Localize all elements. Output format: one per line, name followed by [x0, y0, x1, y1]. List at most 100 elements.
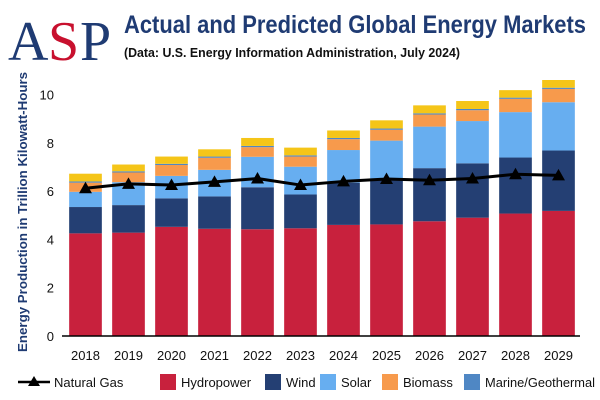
x-tick-label: 2023: [286, 348, 315, 363]
y-tick-label: 2: [47, 281, 54, 296]
natural-gas-point-2019: [122, 177, 135, 189]
natural-gas-point-2018: [79, 181, 92, 194]
natural-gas-point-2022: [251, 172, 264, 184]
bar-hydropower-2029: [542, 210, 575, 336]
bar-marine-geothermal-2019: [112, 171, 145, 173]
natural-gas-point-2020: [165, 178, 178, 191]
asp-logo: A S P: [8, 11, 111, 73]
bar-top-2022: [241, 137, 274, 146]
y-tick-labels: 0 2 4 6 8 10: [40, 87, 54, 344]
bar-solar-2029: [542, 102, 575, 151]
y-tick-label: 10: [40, 87, 54, 102]
bar-biomass-2024: [327, 139, 360, 151]
bar-hydropower-2027: [456, 217, 489, 336]
y-tick-label: 8: [47, 136, 54, 151]
bar-hydropower-2024: [327, 224, 360, 336]
bar-hydropower-2019: [112, 232, 145, 336]
bar-hydropower-2018: [69, 233, 102, 336]
legend-label-marine-geothermal: Marine/Geothermal: [485, 375, 595, 390]
bar-biomass-2023: [284, 156, 317, 167]
bar-marine-geothermal-2023: [284, 155, 317, 157]
natural-gas-point-2029: [552, 168, 565, 181]
bar-marine-geothermal-2028: [499, 97, 532, 99]
bar-wind-2027: [456, 163, 489, 218]
x-tick-label: 2025: [372, 348, 401, 363]
x-tick-label: 2024: [329, 348, 358, 363]
bar-marine-geothermal-2021: [198, 156, 231, 158]
bar-wind-2023: [284, 194, 317, 229]
legend-swatch-wind: [265, 374, 281, 390]
logo-letter-s: S: [48, 11, 79, 73]
bar-biomass-2027: [456, 110, 489, 122]
bar-marine-geothermal-2020: [155, 163, 188, 166]
natural-gas-point-2024: [337, 174, 350, 187]
y-tick-label: 6: [47, 184, 54, 199]
legend-label-biomass: Biomass: [403, 375, 453, 390]
bars: [69, 80, 575, 336]
legend-item-biomass: Biomass: [382, 374, 453, 390]
bar-marine-geothermal-2029: [542, 87, 575, 89]
triangle-marker-icon: [28, 376, 40, 386]
bar-wind-2029: [542, 150, 575, 211]
natural-gas-line: [79, 167, 565, 194]
bar-marine-geothermal-2022: [241, 145, 274, 148]
x-tick-label: 2026: [415, 348, 444, 363]
natural-gas-series-line: [85, 172, 559, 190]
legend-label-natural-gas: Natural Gas: [54, 375, 124, 390]
x-tick-label: 2019: [114, 348, 143, 363]
bar-wind-2024: [327, 182, 360, 225]
bar-wind-2018: [69, 207, 102, 234]
natural-gas-point-2027: [466, 172, 479, 184]
bar-biomass-2026: [413, 114, 446, 127]
bar-top-2019: [112, 164, 145, 172]
bar-wind-2022: [241, 187, 274, 230]
bar-hydropower-2020: [155, 226, 188, 336]
bar-top-2023: [284, 147, 317, 156]
legend-label-solar: Solar: [341, 375, 372, 390]
legend-swatch-marine-geothermal: [464, 374, 480, 390]
bar-top-2018: [69, 173, 102, 182]
bar-wind-2021: [198, 196, 231, 229]
bar-top-2025: [370, 120, 403, 129]
legend-swatch-hydropower: [160, 374, 176, 390]
legend-item-marine-geothermal: Marine/Geothermal: [464, 374, 595, 390]
logo-letter-p: P: [80, 11, 111, 73]
bar-biomass-2019: [112, 172, 145, 183]
bar-hydropower-2022: [241, 229, 274, 336]
bar-top-2028: [499, 90, 532, 98]
bar-hydropower-2025: [370, 224, 403, 336]
legend: Natural Gas Hydropower Wind Solar Biomas…: [18, 374, 595, 390]
bar-marine-geothermal-2027: [456, 108, 489, 111]
bar-solar-2028: [499, 112, 532, 158]
bar-biomass-2020: [155, 165, 188, 176]
x-tick-label: 2018: [71, 348, 100, 363]
bar-hydropower-2021: [198, 228, 231, 336]
legend-swatch-solar: [320, 374, 336, 390]
legend-label-hydropower: Hydropower: [181, 375, 252, 390]
x-tick-labels: 2018 2019 2020 2021 2022 2023 2024 2025 2026 2027…: [71, 348, 573, 363]
x-tick-label: 2020: [157, 348, 186, 363]
x-tick-label: 2029: [544, 348, 573, 363]
x-tick-label: 2022: [243, 348, 272, 363]
bar-marine-geothermal-2026: [413, 113, 446, 115]
bar-biomass-2028: [499, 98, 532, 113]
bar-biomass-2025: [370, 129, 403, 141]
bar-solar-2027: [456, 121, 489, 164]
legend-item-hydropower: Hydropower: [160, 374, 252, 390]
bar-solar-2018: [69, 191, 102, 208]
bar-solar-2019: [112, 182, 145, 206]
y-tick-label: 0: [47, 329, 54, 344]
x-tick-label: 2028: [501, 348, 530, 363]
bar-biomass-2029: [542, 88, 575, 103]
bar-hydropower-2026: [413, 221, 446, 336]
x-tick-label: 2027: [458, 348, 487, 363]
legend-item-solar: Solar: [320, 374, 372, 390]
bar-top-2024: [327, 130, 360, 138]
y-axis-label: Energy Production in Trillion Kilowatt-H…: [15, 72, 30, 352]
bar-top-2029: [542, 80, 575, 88]
bar-top-2026: [413, 105, 446, 114]
logo-letter-a: A: [8, 11, 49, 73]
y-tick-label: 4: [47, 232, 54, 247]
legend-swatch-biomass: [382, 374, 398, 390]
